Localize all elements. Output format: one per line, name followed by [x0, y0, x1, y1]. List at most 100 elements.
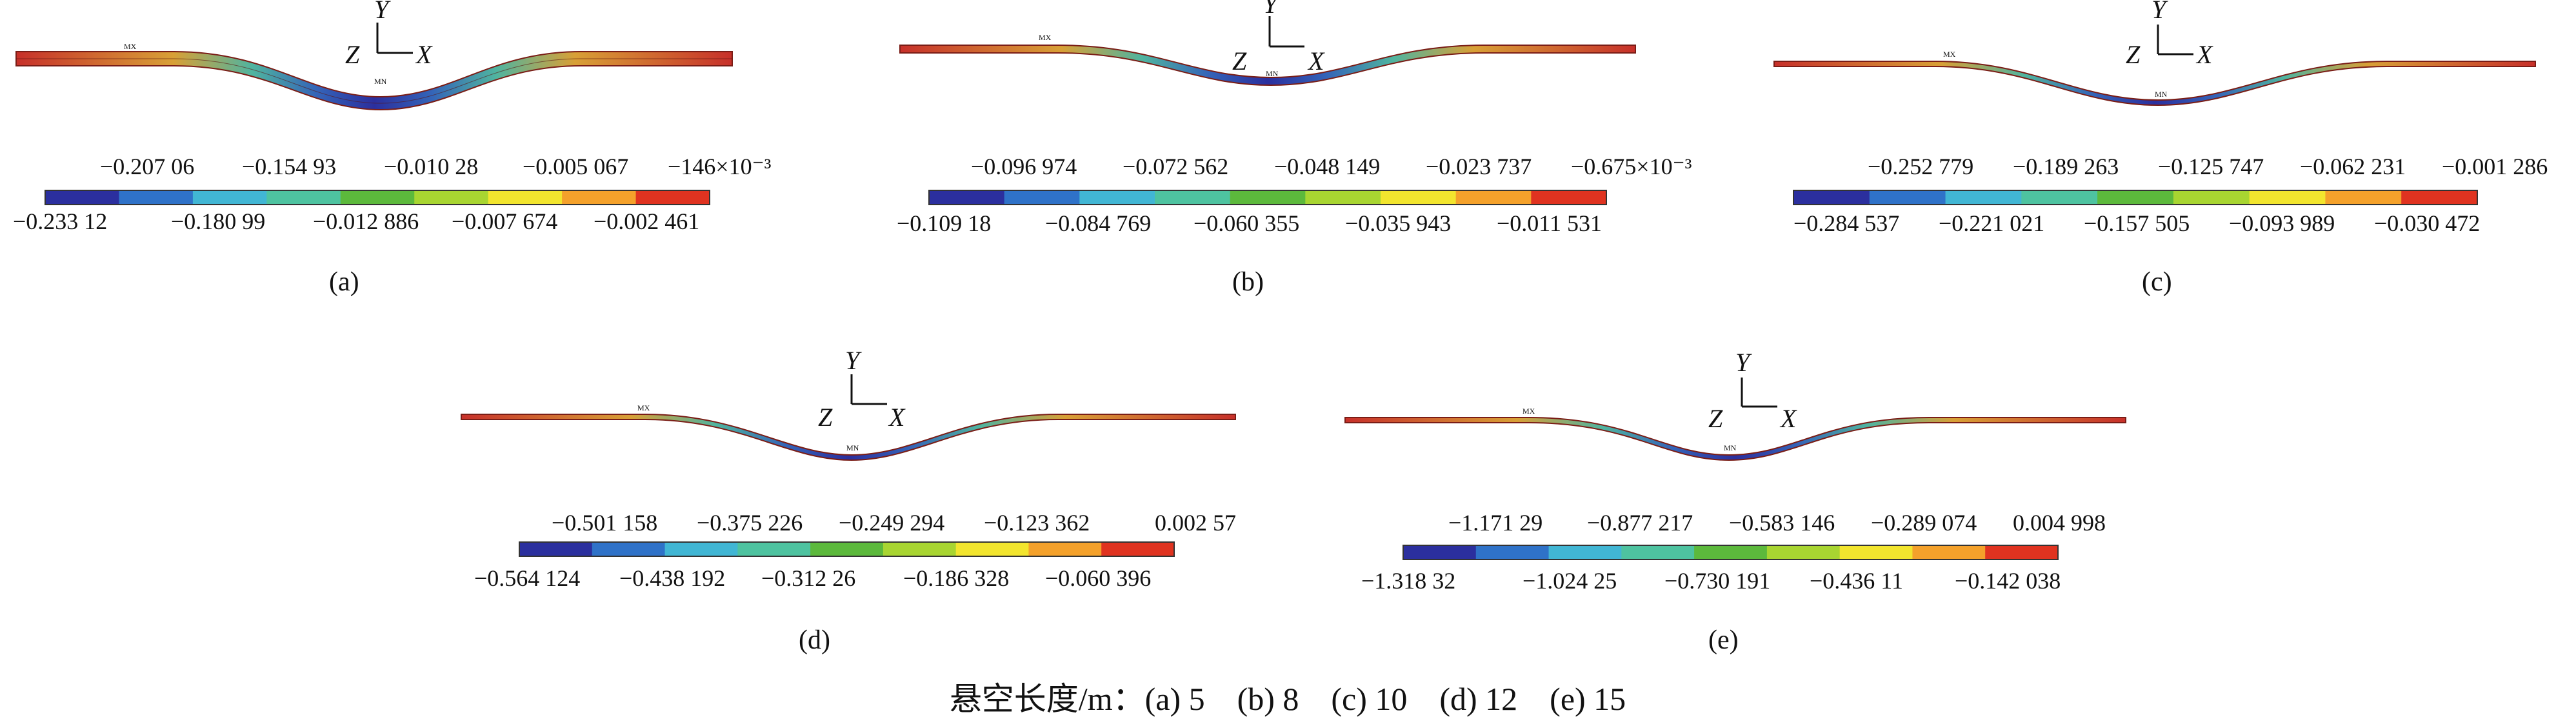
colorbar-segment — [1004, 190, 1080, 205]
value-label: −0.207 06 — [100, 154, 194, 179]
colorbar-segment — [1621, 545, 1695, 560]
value-label: −1.024 25 — [1523, 568, 1617, 594]
colorbar-segment — [1305, 190, 1381, 205]
colorbar-segment — [2173, 190, 2250, 205]
colorbar-segment — [119, 190, 194, 205]
value-label: −0.186 328 — [903, 565, 1009, 591]
max-marker-d: MX — [637, 403, 650, 412]
colorbar-segment — [2249, 190, 2326, 205]
value-label: −1.318 32 — [1361, 568, 1455, 594]
min-marker-c: MN — [2155, 90, 2168, 99]
value-label: −0.072 562 — [1123, 154, 1228, 179]
panel-label-a: (a) — [329, 267, 359, 297]
value-label: −0.583 146 — [1729, 510, 1835, 536]
colorbar-segment — [1230, 190, 1306, 205]
colorbar-segment — [955, 542, 1029, 556]
colorbar-d — [519, 541, 1175, 557]
axis-y-label-d: Y — [845, 346, 862, 375]
value-label: −0.007 674 — [452, 208, 557, 234]
colorbar-segment — [192, 190, 267, 205]
value-label: −0.154 93 — [242, 154, 336, 179]
value-label: 0.002 57 — [1155, 510, 1236, 536]
max-marker-a: MX — [124, 42, 137, 51]
colorbar-segment — [2401, 190, 2478, 205]
colorbar-bottom-labels-e: −1.318 32 −1.024 25 −0.730 191 −0.436 11… — [1361, 568, 2061, 594]
colorbar-segment — [1985, 545, 2059, 560]
panel-label-b: (b) — [1232, 267, 1264, 297]
colorbar-segment — [1101, 542, 1175, 556]
colorbar-segment — [562, 190, 637, 205]
colorbar-segment — [488, 190, 563, 205]
value-label: −0.438 192 — [619, 565, 725, 591]
axis-x-label-d: X — [888, 403, 906, 432]
beam-c — [1773, 61, 2536, 106]
value-label: −0.001 286 — [2442, 154, 2548, 179]
colorbar-border — [1793, 190, 2478, 205]
colorbar-segment — [1079, 190, 1155, 205]
colorbar-top-labels-c: −0.252 779 −0.189 263 −0.125 747 −0.062 … — [1868, 154, 2548, 179]
axis-x-label-c: X — [2195, 40, 2213, 69]
value-label: −0.289 074 — [1871, 510, 1977, 536]
colorbar-top-labels-a: −0.207 06 −0.154 93 −0.010 28 −0.005 067… — [100, 154, 772, 179]
value-label: −0.030 472 — [2374, 210, 2480, 236]
colorbar-segment — [1028, 542, 1102, 556]
colorbar-segment — [1455, 190, 1532, 205]
axis-z-label-e: Z — [1708, 404, 1723, 433]
colorbar-segment — [1912, 545, 1986, 560]
colorbar-bottom-labels-d: −0.564 124 −0.438 192 −0.312 26 −0.186 3… — [474, 565, 1151, 591]
min-marker-e: MN — [1724, 443, 1737, 452]
colorbar-border — [45, 190, 710, 205]
colorbar-segment — [737, 542, 811, 556]
axis-z-label-a: Z — [345, 40, 360, 69]
value-label: −0.249 294 — [839, 510, 944, 536]
value-label: −0.180 99 — [171, 208, 265, 234]
max-marker-b: MX — [1039, 33, 1052, 42]
colorbar-segment — [664, 542, 738, 556]
colorbar-top-labels-d: −0.501 158 −0.375 226 −0.249 294 −0.123 … — [552, 510, 1236, 536]
min-marker-b: MN — [1266, 69, 1279, 78]
panel-e: MX MN Y X Z −1.171 29 −0.877 217 −0.583 … — [1344, 348, 2126, 655]
colorbar-border — [928, 190, 1607, 205]
colorbar-segment — [2097, 190, 2174, 205]
colorbar-segment — [1381, 190, 1457, 205]
colorbar-segment — [2021, 190, 2098, 205]
beam-e — [1344, 417, 2126, 461]
axis-z-label-c: Z — [2126, 40, 2141, 69]
value-label: −0.436 11 — [1810, 568, 1903, 594]
colorbar-e — [1403, 545, 2059, 560]
value-label: −0.093 989 — [2229, 210, 2335, 236]
axis-y-label-e: Y — [1735, 348, 1752, 377]
colorbar-segment — [414, 190, 489, 205]
colorbar-border — [519, 541, 1175, 557]
colorbar-segment — [266, 190, 341, 205]
panel-b: MX MN Y X Z −0.096 974 −0.072 562 −0.048… — [897, 0, 1692, 297]
colorbar-segment — [45, 190, 119, 205]
colorbar-bottom-labels-c: −0.284 537 −0.221 021 −0.157 505 −0.093 … — [1793, 210, 2480, 236]
panel-label-d: (d) — [799, 625, 830, 655]
value-label: −0.005 067 — [523, 154, 628, 179]
beam-a — [15, 51, 733, 111]
panel-label-c: (c) — [2142, 267, 2172, 297]
colorbar-segment — [635, 190, 710, 205]
value-label: −0.062 231 — [2300, 154, 2406, 179]
value-label: −0.109 18 — [897, 210, 991, 236]
min-marker-a: MN — [374, 77, 387, 86]
colorbar-b — [928, 190, 1607, 205]
colorbar-a — [45, 190, 710, 205]
value-label: −0.002 461 — [594, 208, 699, 234]
value-label: −0.501 158 — [552, 510, 657, 536]
axis-triad-b: Y X Z — [1232, 0, 1325, 76]
colorbar-segment — [1155, 190, 1231, 205]
colorbar-c — [1793, 190, 2478, 205]
axis-x-label-a: X — [415, 40, 433, 69]
value-label: −0.284 537 — [1793, 210, 1899, 236]
colorbar-border — [1403, 545, 2059, 560]
value-label: −0.189 263 — [2013, 154, 2119, 179]
value-label: −0.730 191 — [1664, 568, 1770, 594]
colorbar-segment — [1793, 190, 1870, 205]
panel-a: MX MN Y X Z −0.207 06 −0.154 93 −0.010 2… — [13, 0, 772, 297]
colorbar-bottom-labels-a: −0.233 12 −0.180 99 −0.012 886 −0.007 67… — [13, 208, 699, 234]
colorbar-segment — [592, 542, 666, 556]
value-label: −0.375 226 — [697, 510, 803, 536]
